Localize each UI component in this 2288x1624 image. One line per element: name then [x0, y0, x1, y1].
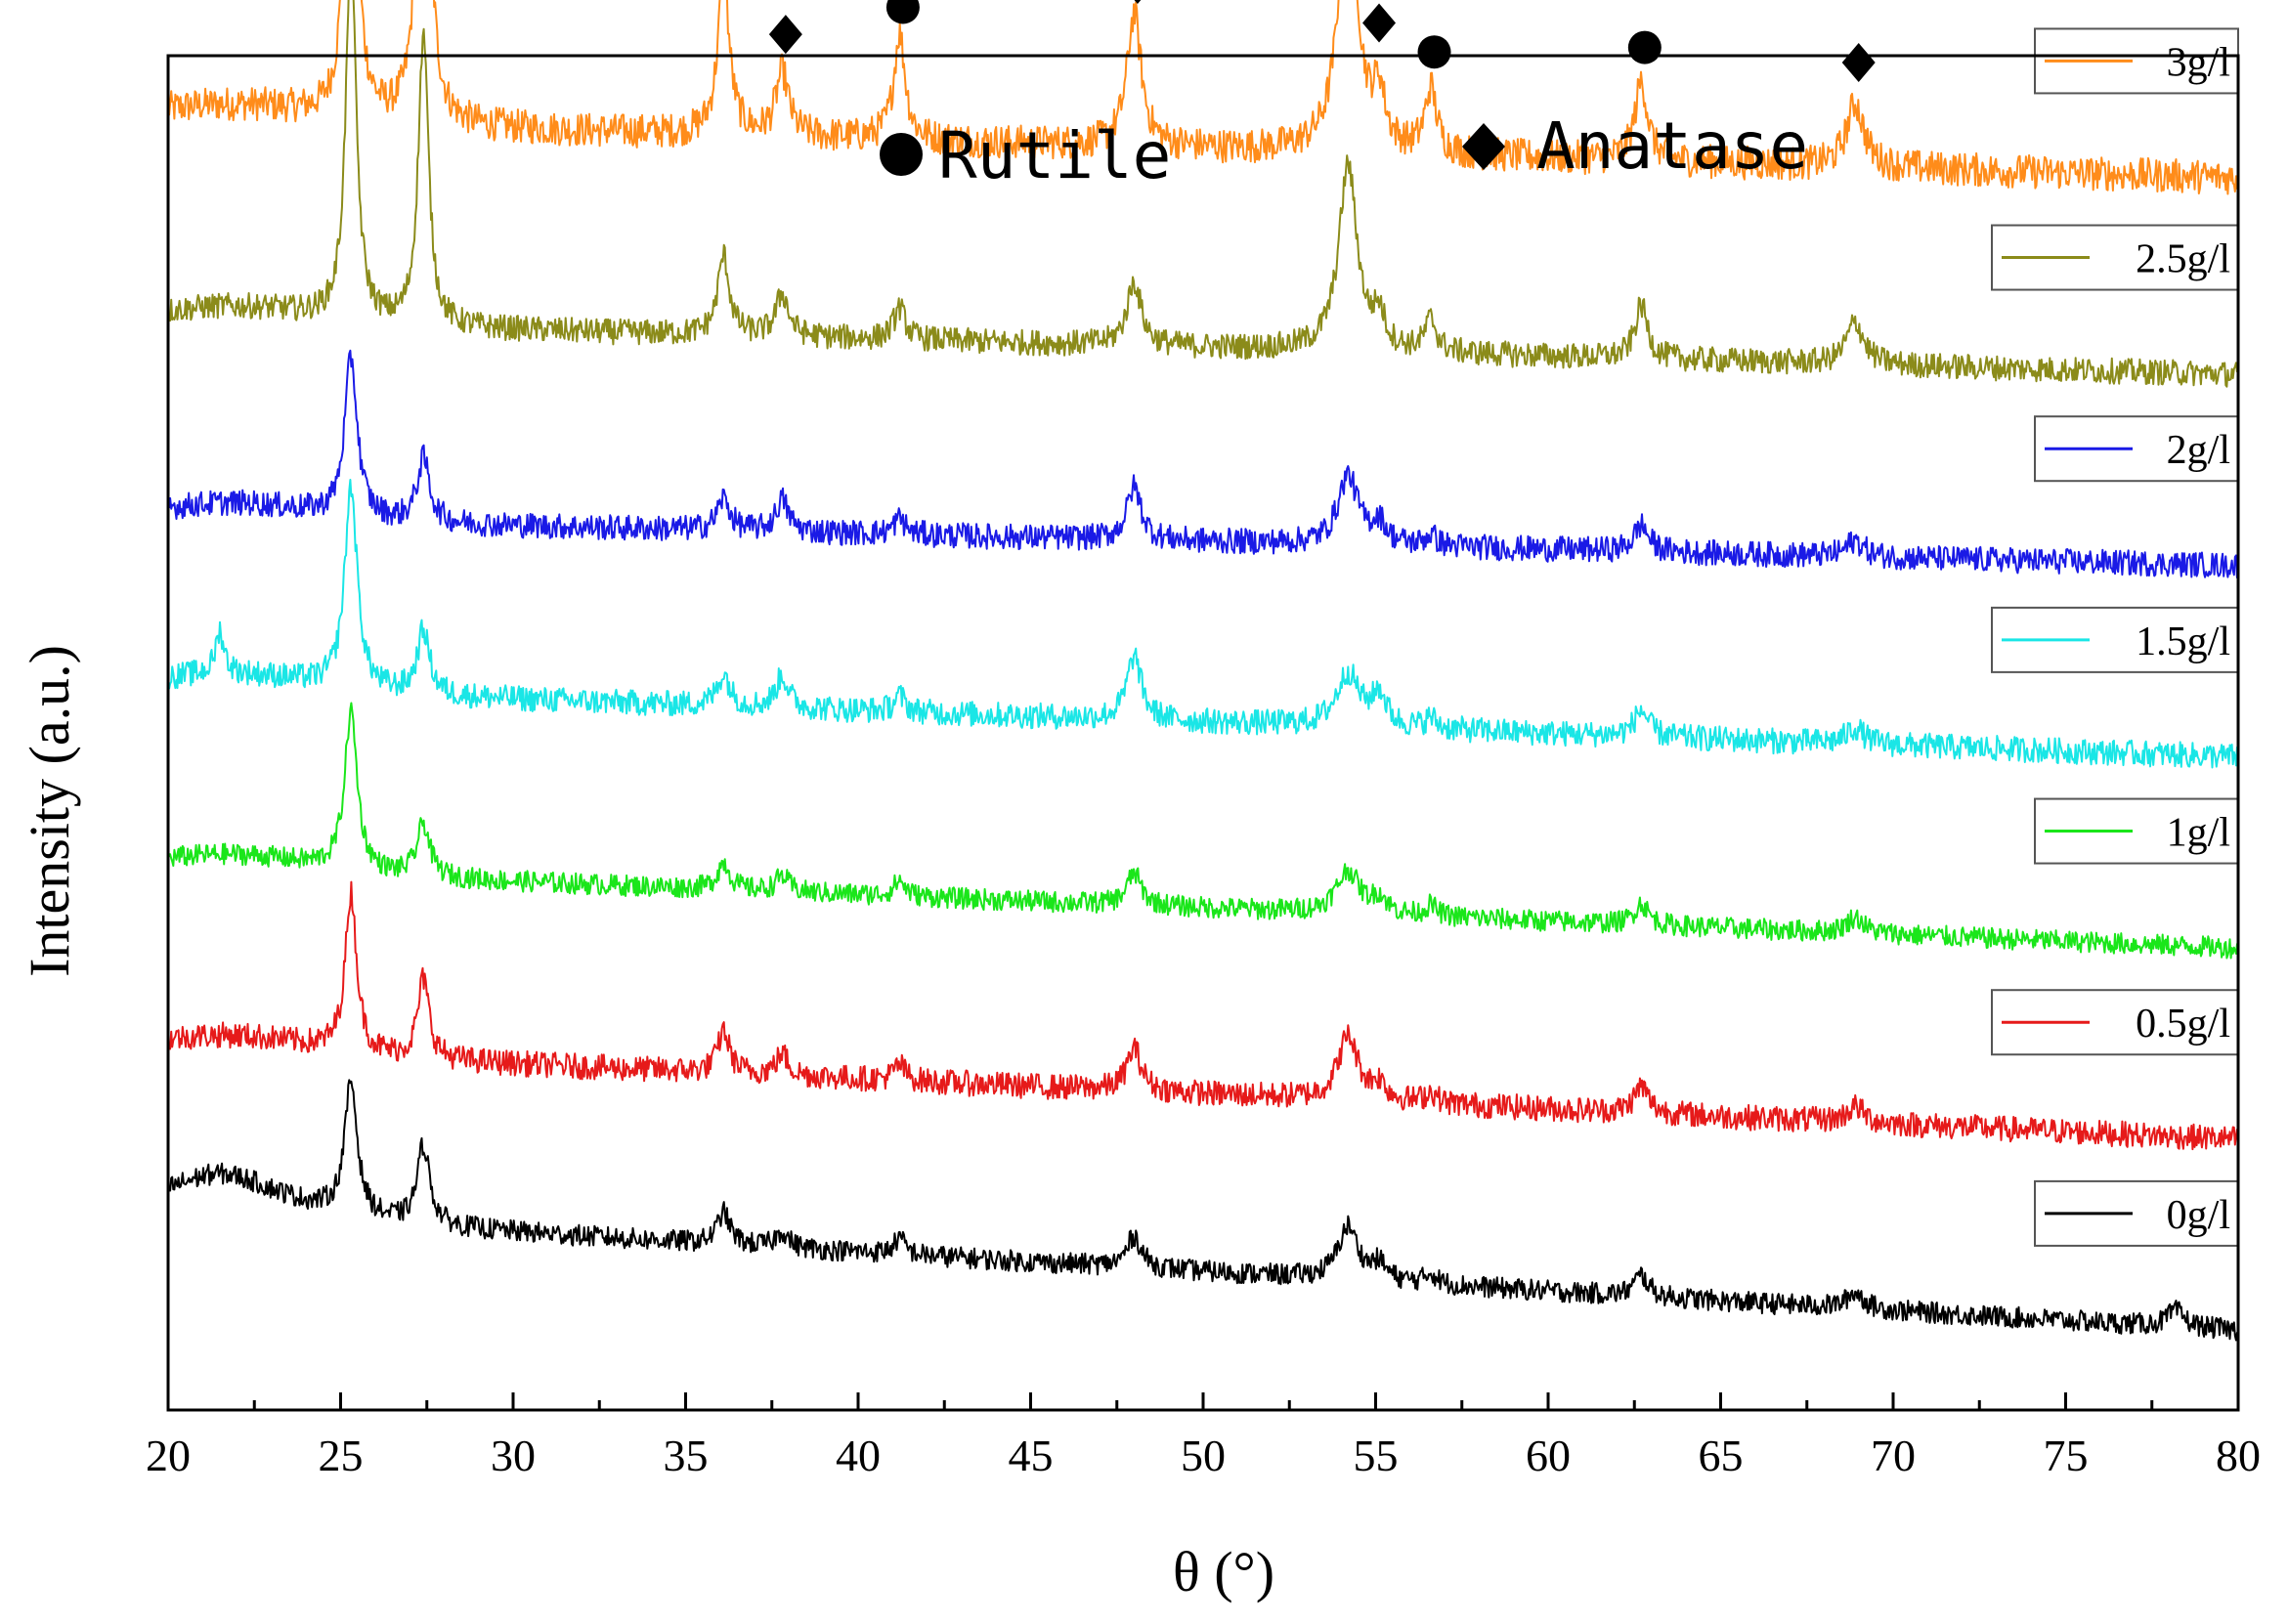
series-line-3g-l [167, 0, 2239, 195]
legend-entry: 0g/l [2167, 1193, 2230, 1238]
phase-legend-anatase: Anatase [1536, 108, 1808, 184]
x-tick-label: 25 [319, 1431, 364, 1480]
legend-entry: 2.5g/l [2136, 237, 2230, 282]
phase-legend: Rutile Anatase [880, 108, 1808, 193]
legend-entry: 1g/l [2167, 811, 2230, 856]
series-line-2g-l [167, 349, 2239, 579]
legend-entry: 3g/l [2167, 40, 2230, 85]
x-tick-label: 20 [146, 1431, 191, 1480]
x-tick-label: 75 [2044, 1431, 2089, 1480]
x-tick-label: 35 [664, 1431, 709, 1480]
series-line-0g-l [167, 1079, 2239, 1342]
x-tick-label: 60 [1526, 1431, 1571, 1480]
x-tick-label: 30 [491, 1431, 536, 1480]
x-tick-label: 45 [1009, 1431, 1054, 1480]
y-axis-title: Intensity (a.u.) [18, 645, 81, 977]
x-tick-label: 40 [836, 1431, 881, 1480]
phase-legend-rutile: Rutile [938, 118, 1171, 193]
legend-entry: 0.5g/l [2136, 1002, 2230, 1047]
anatase-marker [1362, 3, 1397, 43]
anatase-marker [768, 15, 802, 55]
legend-layer: 3g/l 2.5g/l 2g/l 1.5g/l 1g/l 0.5g/l 0g/l [1991, 27, 2239, 1247]
rutile-marker [885, 0, 920, 24]
anatase-symbol [1462, 123, 1505, 170]
rutile-marker [1627, 30, 1662, 64]
anatase-marker [1841, 43, 1876, 83]
x-tick-label: 65 [1699, 1431, 1744, 1480]
x-tick-label: 55 [1354, 1431, 1399, 1480]
rutile-symbol [880, 133, 923, 176]
series-line-2_5g-l [167, 0, 2239, 388]
series-line-0_5g-l [167, 880, 2239, 1151]
legend-entry: 2g/l [2167, 428, 2230, 473]
anatase-marker [1134, 0, 1142, 5]
series-line-1g-l [167, 702, 2239, 960]
series-line-1_5g-l [167, 479, 2239, 769]
legend-entry: 1.5g/l [2136, 620, 2230, 664]
rutile-marker [1417, 35, 1451, 69]
x-tick-label: 50 [1181, 1431, 1226, 1480]
x-tick-label: 70 [1871, 1431, 1916, 1480]
x-tick-label: 80 [2216, 1431, 2261, 1480]
phase-markers-layer [768, 0, 1876, 83]
curves-layer [167, 0, 2239, 1342]
x-axis-title: θ (°) [1173, 1540, 1274, 1603]
x-axis-ticks: 20 25 30 35 40 45 50 55 60 65 70 75 80 [146, 1392, 2261, 1480]
